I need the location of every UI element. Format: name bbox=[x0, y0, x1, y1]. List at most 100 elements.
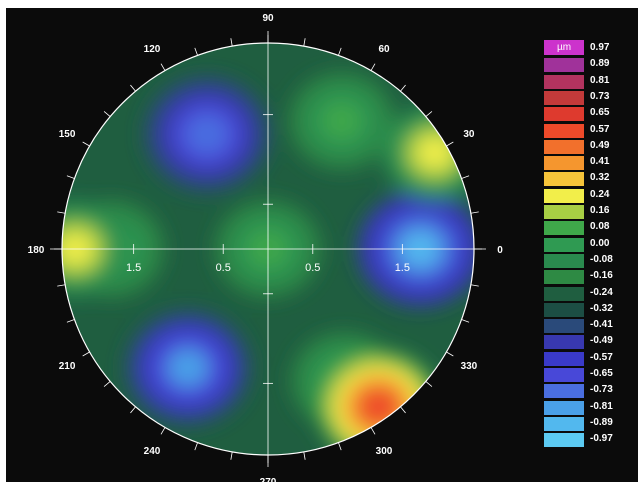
legend-swatch bbox=[544, 302, 584, 317]
legend-swatch bbox=[544, 319, 584, 334]
legend-value: 0.73 bbox=[590, 90, 610, 102]
angle-label-330: 330 bbox=[461, 361, 478, 372]
perimeter-tick-150 bbox=[82, 141, 90, 147]
legend-swatch bbox=[544, 253, 584, 268]
legend-value: -0.65 bbox=[590, 368, 613, 379]
perimeter-tick-140 bbox=[103, 111, 111, 117]
radial-label-3: 1.5 bbox=[395, 262, 410, 274]
perimeter-tick-20 bbox=[461, 175, 470, 179]
legend-value: 0.65 bbox=[590, 107, 610, 119]
angle-label-180: 180 bbox=[28, 245, 45, 256]
legend-value: -0.08 bbox=[590, 253, 613, 265]
perimeter-tick-300 bbox=[370, 427, 376, 435]
legend-value: 0.89 bbox=[590, 58, 610, 70]
legend-swatch bbox=[544, 221, 584, 236]
angle-label-30: 30 bbox=[463, 129, 475, 140]
legend-swatch bbox=[544, 237, 584, 252]
legend-swatch bbox=[544, 58, 584, 73]
legend-value: -0.89 bbox=[590, 416, 613, 428]
perimeter-tick-40 bbox=[425, 111, 433, 117]
angle-label-270: 270 bbox=[260, 477, 277, 482]
perimeter-tick-170 bbox=[57, 211, 66, 214]
perimeter-tick-190 bbox=[57, 284, 66, 287]
perimeter-tick-330 bbox=[446, 351, 454, 357]
legend-value: 0.41 bbox=[590, 156, 610, 168]
radial-label-2: 0.5 bbox=[305, 262, 320, 274]
legend-value: -0.41 bbox=[590, 319, 613, 331]
legend-swatch bbox=[544, 416, 584, 431]
legend-value: -0.97 bbox=[590, 433, 613, 445]
perimeter-tick-310 bbox=[400, 406, 406, 414]
legend-swatch bbox=[544, 335, 584, 350]
perimeter-tick-30 bbox=[446, 141, 454, 147]
angle-label-120: 120 bbox=[144, 44, 161, 55]
color-legend: µm 0.97 0.89 0.81 0.73 0.65 0.57 0.49 0.41 0.32 0… bbox=[544, 40, 642, 480]
perimeter-tick-250 bbox=[194, 442, 198, 451]
perimeter-tick-240 bbox=[160, 427, 166, 435]
perimeter-tick-120 bbox=[160, 63, 166, 71]
zernike-height-map: 90 120 60 150 30 180 0 210 330 240 300 270 1.5 0.5 0.5… bbox=[28, 13, 504, 482]
radial-label-0: 1.5 bbox=[126, 262, 141, 274]
perimeter-tick-340 bbox=[461, 319, 470, 323]
perimeter-tick-60 bbox=[370, 63, 376, 71]
perimeter-tick-10 bbox=[470, 211, 479, 214]
legend-value: 0.57 bbox=[590, 123, 610, 135]
map-frame: 90 120 60 150 30 180 0 210 330 240 300 270 1.5 0.5 0.5… bbox=[6, 8, 638, 482]
legend-swatch bbox=[544, 270, 584, 285]
legend-swatch bbox=[544, 205, 584, 219]
map-regions bbox=[62, 73, 474, 455]
perimeter-tick-80 bbox=[303, 38, 306, 47]
angle-label-0: 0 bbox=[497, 245, 503, 256]
legend-value: 0.00 bbox=[590, 237, 610, 249]
perimeter-tick-70 bbox=[338, 47, 342, 56]
angle-label-150: 150 bbox=[59, 129, 76, 140]
legend-unit: µm bbox=[544, 40, 584, 55]
legend-swatch bbox=[544, 433, 584, 448]
angle-label-90: 90 bbox=[262, 13, 274, 24]
legend-value: -0.81 bbox=[590, 400, 613, 412]
legend-value: -0.57 bbox=[590, 351, 613, 363]
legend-swatch bbox=[544, 156, 584, 171]
radial-label-1: 0.5 bbox=[216, 262, 231, 274]
map-region-8-level-3 bbox=[417, 136, 453, 169]
legend-swatch bbox=[544, 139, 584, 154]
legend-swatch bbox=[544, 351, 584, 366]
angle-label-60: 60 bbox=[378, 44, 390, 55]
map-region-0-level-3 bbox=[185, 114, 229, 154]
legend-value: 0.97 bbox=[590, 42, 610, 53]
legend-value: 0.08 bbox=[590, 221, 610, 233]
legend-value: -0.73 bbox=[590, 384, 613, 396]
legend-swatch bbox=[544, 172, 584, 187]
perimeter-tick-100 bbox=[230, 38, 233, 47]
perimeter-tick-290 bbox=[338, 442, 342, 451]
perimeter-tick-350 bbox=[470, 284, 479, 287]
legend-value: 0.49 bbox=[590, 139, 610, 151]
legend-swatch bbox=[544, 400, 584, 415]
legend-value: -0.16 bbox=[590, 270, 613, 282]
legend-value: 0.32 bbox=[590, 172, 610, 184]
map-region-2-level-3 bbox=[166, 348, 209, 388]
map-region-4-level-3 bbox=[324, 104, 360, 138]
legend-swatch bbox=[544, 286, 584, 301]
legend-swatch bbox=[544, 188, 584, 203]
perimeter-tick-230 bbox=[130, 406, 136, 414]
perimeter-tick-220 bbox=[103, 381, 111, 387]
legend-swatch bbox=[544, 368, 584, 382]
perimeter-tick-280 bbox=[303, 451, 306, 460]
angle-label-210: 210 bbox=[59, 361, 76, 372]
legend-swatch bbox=[544, 74, 584, 89]
legend-swatch bbox=[544, 107, 584, 122]
angle-label-300: 300 bbox=[376, 446, 393, 457]
perimeter-tick-160 bbox=[66, 175, 75, 179]
perimeter-tick-50 bbox=[400, 84, 406, 92]
legend-swatch bbox=[544, 123, 584, 138]
legend-value: -0.49 bbox=[590, 335, 613, 347]
map-region-7-level-3 bbox=[357, 387, 400, 427]
legend-swatch bbox=[544, 384, 584, 399]
angle-label-240: 240 bbox=[144, 446, 161, 457]
perimeter-tick-110 bbox=[194, 47, 198, 56]
perimeter-tick-320 bbox=[425, 381, 433, 387]
perimeter-tick-210 bbox=[82, 351, 90, 357]
legend-value: -0.24 bbox=[590, 286, 613, 298]
legend-value: 0.16 bbox=[590, 205, 610, 216]
